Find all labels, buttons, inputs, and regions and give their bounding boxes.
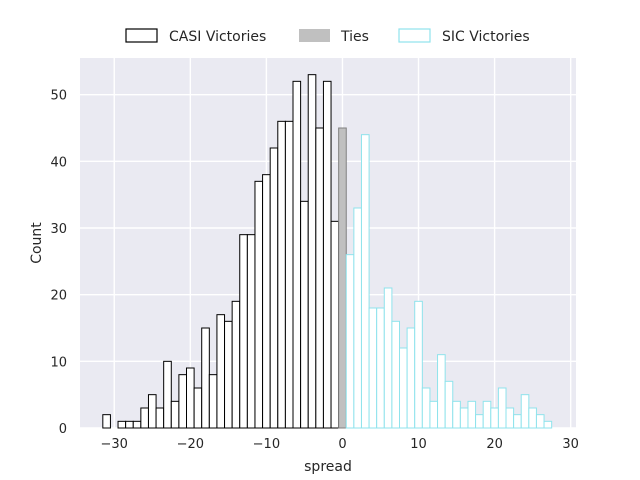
y-tick-label: 30 — [50, 222, 67, 237]
y-tick-label: 40 — [50, 155, 67, 170]
bar-casi-victories — [170, 400, 180, 429]
x-tick-labels: −30 −20 −10 0 10 20 30 — [101, 437, 579, 452]
bar-sic-victories — [490, 407, 499, 429]
y-axis-label: Count — [29, 222, 45, 264]
legend-swatch-sic-victories — [398, 28, 431, 43]
bar-casi-victories — [307, 74, 317, 429]
bar-casi-victories — [140, 407, 149, 429]
x-tick-label: −20 — [177, 437, 204, 452]
bar-sic-victories — [391, 320, 401, 429]
bar-sic-victories — [429, 400, 439, 429]
bar-sic-victories — [543, 420, 553, 429]
legend-swatch-casi-victories — [125, 28, 158, 43]
x-tick-label: 0 — [338, 437, 346, 452]
bar-casi-victories — [147, 394, 157, 429]
bar-casi-victories — [155, 407, 165, 429]
bar-casi-victories — [322, 80, 332, 429]
bar-sic-victories — [513, 414, 522, 429]
bar-casi-victories — [193, 387, 203, 429]
bar-sic-victories — [376, 307, 385, 429]
bar-casi-victories — [216, 314, 226, 429]
bar-sic-victories — [459, 407, 469, 429]
bar-casi-victories — [208, 374, 218, 429]
bar-casi-victories — [262, 174, 271, 429]
legend-label-ties: Ties — [340, 29, 369, 45]
y-tick-label: 10 — [50, 355, 67, 370]
bar-sic-victories — [383, 287, 393, 429]
legend: CASI Victories Ties SIC Victories — [125, 28, 530, 45]
bar-sic-victories — [520, 394, 530, 429]
legend-swatch-ties — [299, 29, 330, 42]
bar-sic-victories — [360, 134, 370, 429]
bar-sic-victories — [444, 380, 454, 429]
y-tick-labels: 0 10 20 30 40 50 — [50, 89, 67, 437]
bar-sic-victories — [368, 307, 378, 429]
bar-casi-victories — [102, 414, 111, 429]
bar-casi-victories — [254, 180, 264, 429]
x-tick-label: −30 — [101, 437, 128, 452]
bar-sic-victories — [497, 387, 507, 429]
bar-sic-victories — [505, 407, 515, 429]
bar-casi-victories — [201, 327, 210, 429]
bar-casi-victories — [269, 147, 279, 429]
bar-casi-victories — [292, 80, 302, 429]
bar-sic-victories — [414, 300, 423, 429]
bar-casi-victories — [284, 120, 294, 429]
bar-sic-victories — [467, 400, 477, 429]
bar-casi-victories — [163, 360, 172, 429]
bar-sic-victories — [353, 207, 362, 429]
y-tick-label: 50 — [50, 89, 67, 104]
bar-casi-victories — [125, 420, 134, 429]
bar-casi-victories — [186, 367, 195, 429]
x-tick-label: 10 — [410, 437, 427, 452]
bar-sic-victories — [437, 354, 446, 429]
bar-casi-victories — [315, 127, 324, 429]
bar-ties — [338, 127, 347, 429]
bar-casi-victories — [277, 120, 286, 429]
bars — [102, 74, 553, 429]
bar-casi-victories — [224, 320, 233, 429]
legend-label-sic-victories: SIC Victories — [442, 29, 530, 45]
bar-sic-victories — [345, 254, 355, 429]
x-tick-label: −10 — [253, 437, 280, 452]
bar-sic-victories — [406, 327, 416, 429]
bar-sic-victories — [475, 414, 484, 429]
bar-casi-victories — [231, 300, 241, 429]
bar-casi-victories — [246, 234, 256, 429]
bar-sic-victories — [452, 400, 461, 429]
x-axis-label: spread — [304, 459, 352, 475]
bar-casi-victories — [132, 420, 142, 429]
bar-casi-victories — [239, 234, 248, 429]
bar-casi-victories — [117, 420, 127, 429]
x-tick-label: 20 — [486, 437, 503, 452]
bar-casi-victories — [178, 374, 188, 429]
legend-label-casi-victories: CASI Victories — [169, 29, 266, 45]
bar-sic-victories — [535, 414, 545, 429]
bar-casi-victories — [330, 220, 340, 429]
x-tick-label: 30 — [562, 437, 579, 452]
bar-sic-victories — [421, 387, 431, 429]
bar-sic-victories — [482, 400, 492, 429]
bar-casi-victories — [300, 200, 309, 429]
bar-sic-victories — [399, 347, 408, 429]
y-tick-label: 0 — [59, 422, 67, 437]
bar-sic-victories — [528, 407, 537, 429]
y-tick-label: 20 — [50, 289, 67, 304]
